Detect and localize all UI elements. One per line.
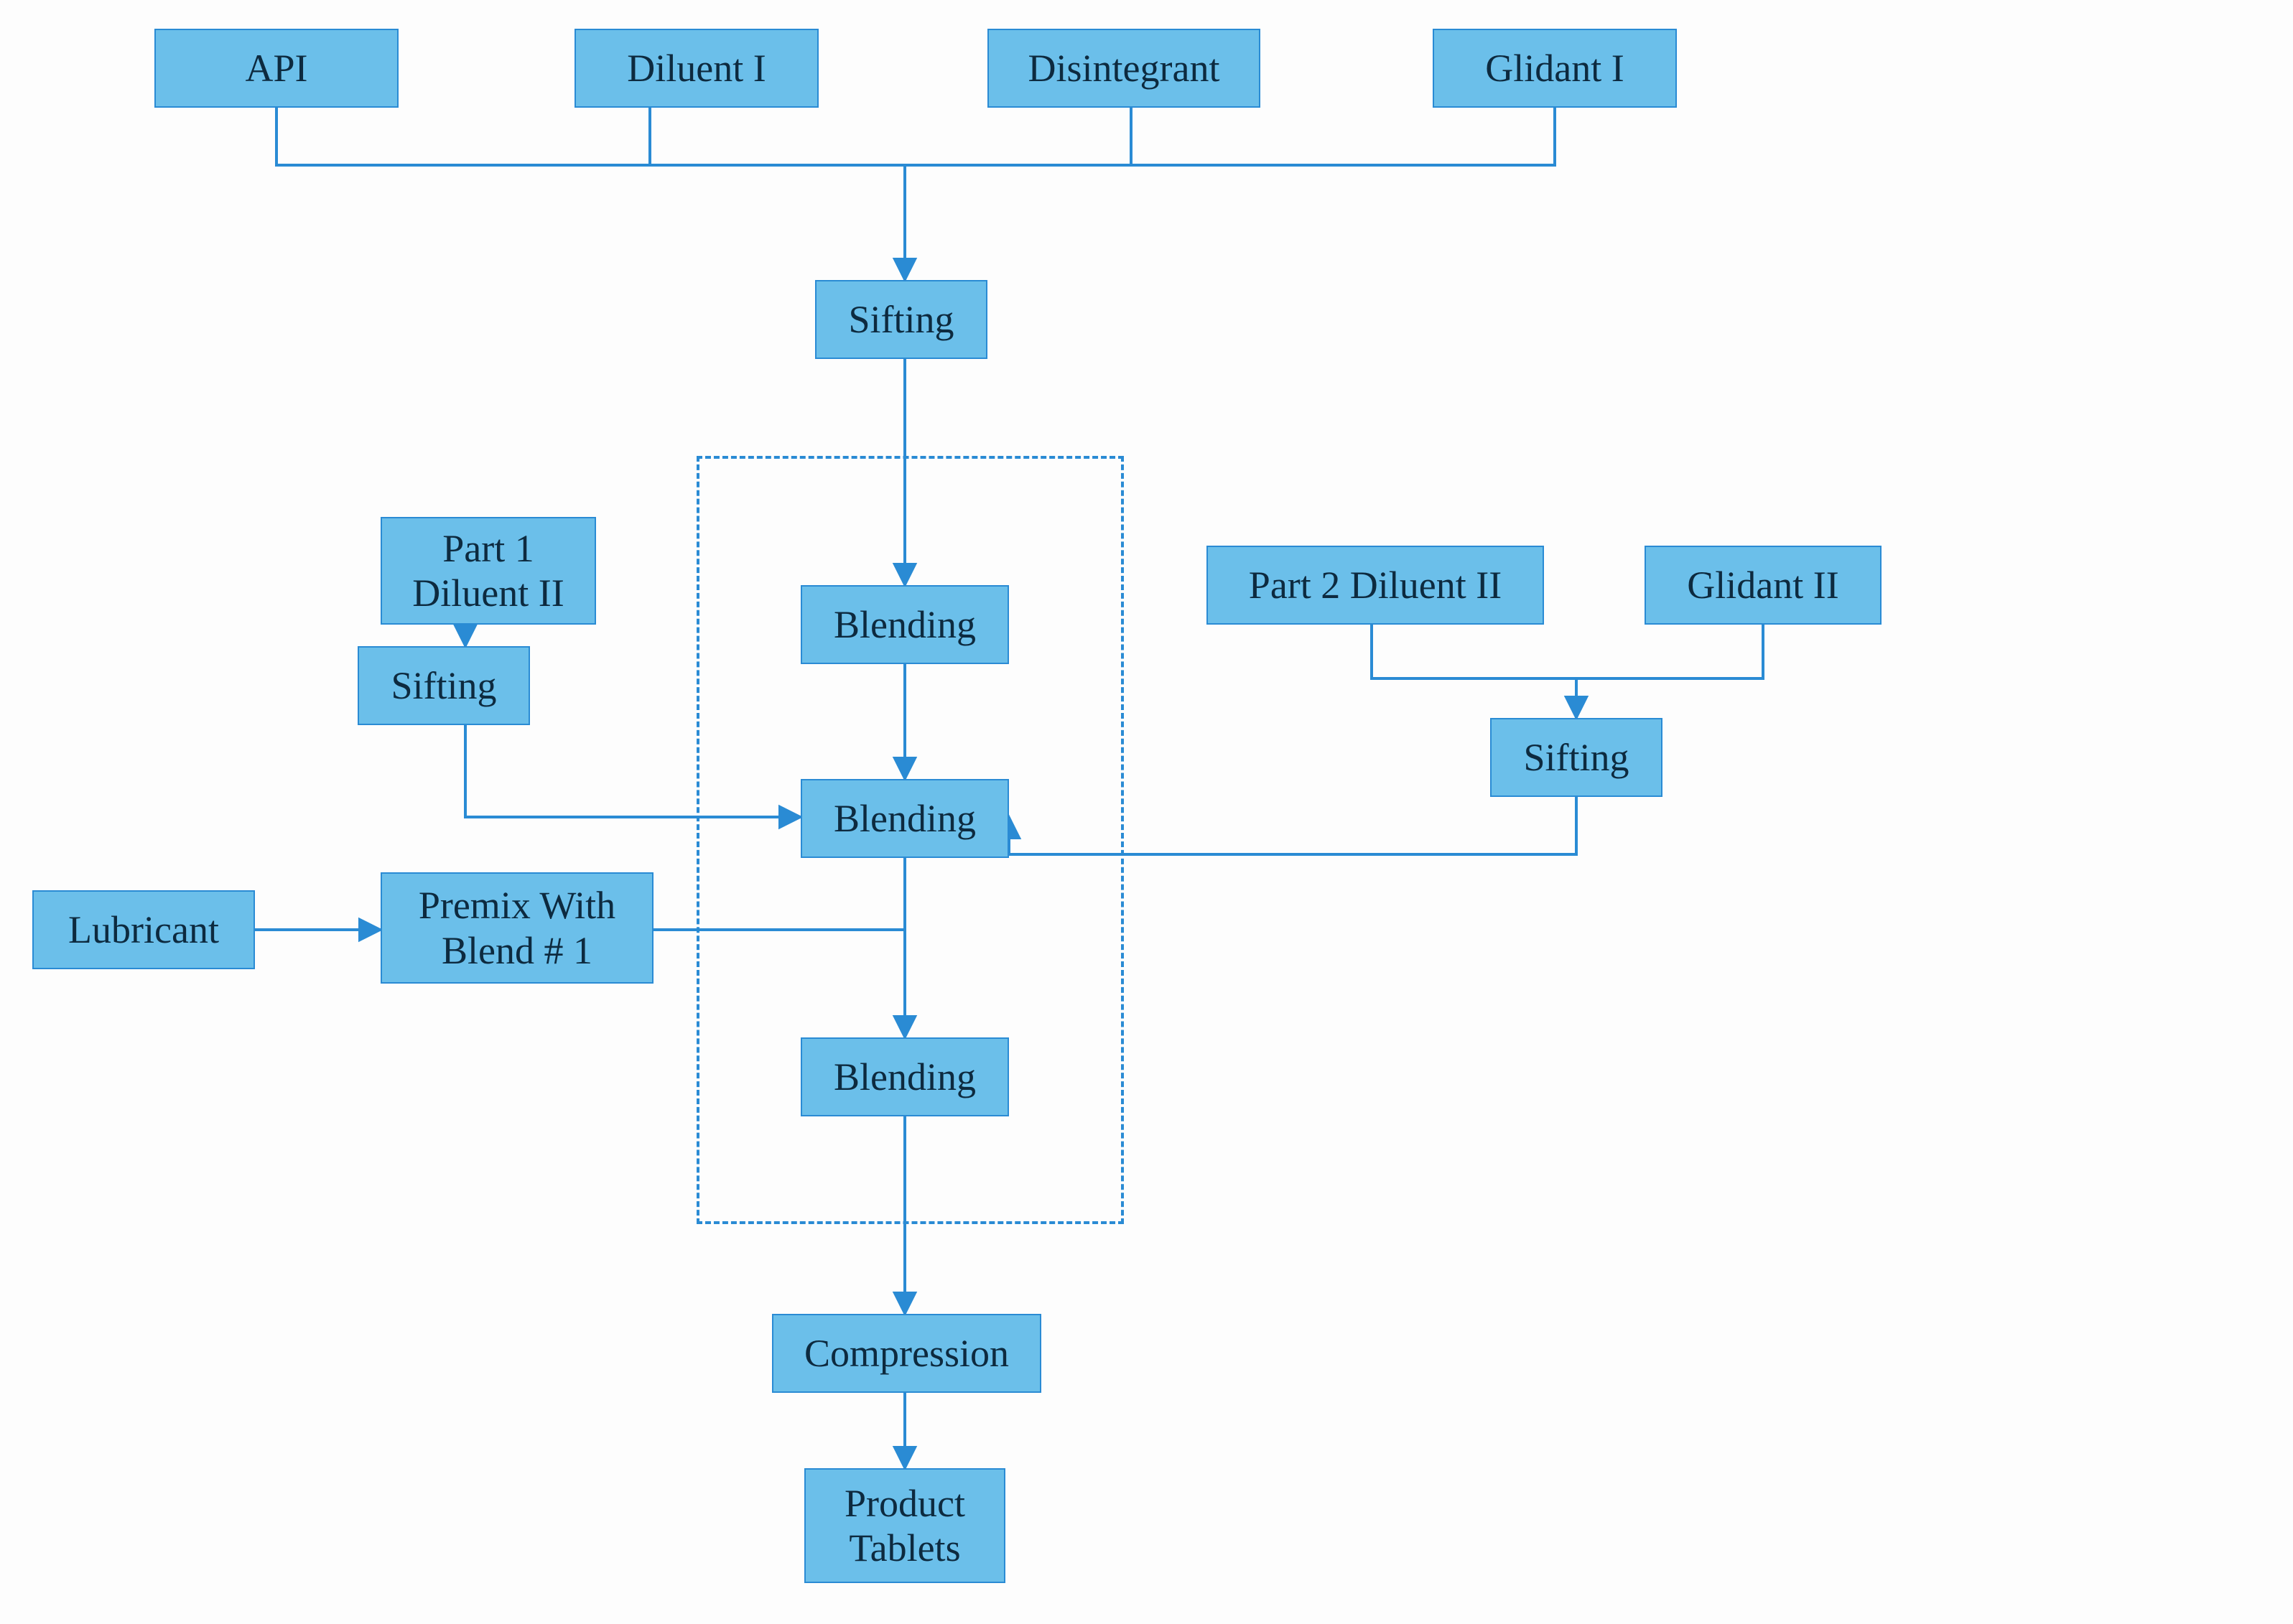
- node-product: Product Tablets: [804, 1468, 1005, 1583]
- node-label-lubricant: Lubricant: [68, 907, 219, 952]
- node-label-blend2: Blending: [834, 796, 976, 841]
- node-part1: Part 1 Diluent II: [381, 517, 596, 625]
- node-label-disintegrant: Disintegrant: [1028, 46, 1220, 90]
- node-compression: Compression: [772, 1314, 1041, 1393]
- node-label-premix: Premix With Blend # 1: [419, 883, 615, 972]
- node-api: API: [154, 29, 399, 108]
- node-label-blend1: Blending: [834, 602, 976, 647]
- edge-glidant2-merge: [1576, 625, 1763, 678]
- edge-api-merge: [276, 108, 905, 165]
- node-label-sifting2: Sifting: [391, 663, 496, 708]
- edge-part2-merge: [1372, 625, 1576, 678]
- node-label-sifting3: Sifting: [1523, 735, 1629, 780]
- node-label-sifting1: Sifting: [848, 297, 954, 342]
- node-label-diluent1: Diluent I: [627, 46, 766, 90]
- node-premix: Premix With Blend # 1: [381, 872, 654, 984]
- node-glidant1: Glidant I: [1433, 29, 1677, 108]
- node-disintegrant: Disintegrant: [987, 29, 1260, 108]
- node-label-blend3: Blending: [834, 1055, 976, 1099]
- node-blend3: Blending: [801, 1037, 1009, 1116]
- node-sifting2: Sifting: [358, 646, 530, 725]
- node-sifting3: Sifting: [1490, 718, 1662, 797]
- node-glidant2: Glidant II: [1645, 546, 1882, 625]
- node-label-api: API: [245, 46, 307, 90]
- node-label-part2: Part 2 Diluent II: [1249, 563, 1502, 607]
- node-blend1: Blending: [801, 585, 1009, 664]
- node-label-part1: Part 1 Diluent II: [412, 526, 564, 615]
- edge-layer: [0, 0, 2293, 1624]
- node-part2: Part 2 Diluent II: [1206, 546, 1544, 625]
- node-lubricant: Lubricant: [32, 890, 255, 969]
- node-label-compression: Compression: [804, 1331, 1009, 1376]
- node-label-glidant2: Glidant II: [1687, 563, 1838, 607]
- node-label-product: Product Tablets: [845, 1481, 965, 1570]
- node-label-glidant1: Glidant I: [1485, 46, 1624, 90]
- node-blend2: Blending: [801, 779, 1009, 858]
- node-diluent1: Diluent I: [575, 29, 819, 108]
- edge-glidant1-merge: [905, 108, 1555, 165]
- node-sifting1: Sifting: [815, 280, 987, 359]
